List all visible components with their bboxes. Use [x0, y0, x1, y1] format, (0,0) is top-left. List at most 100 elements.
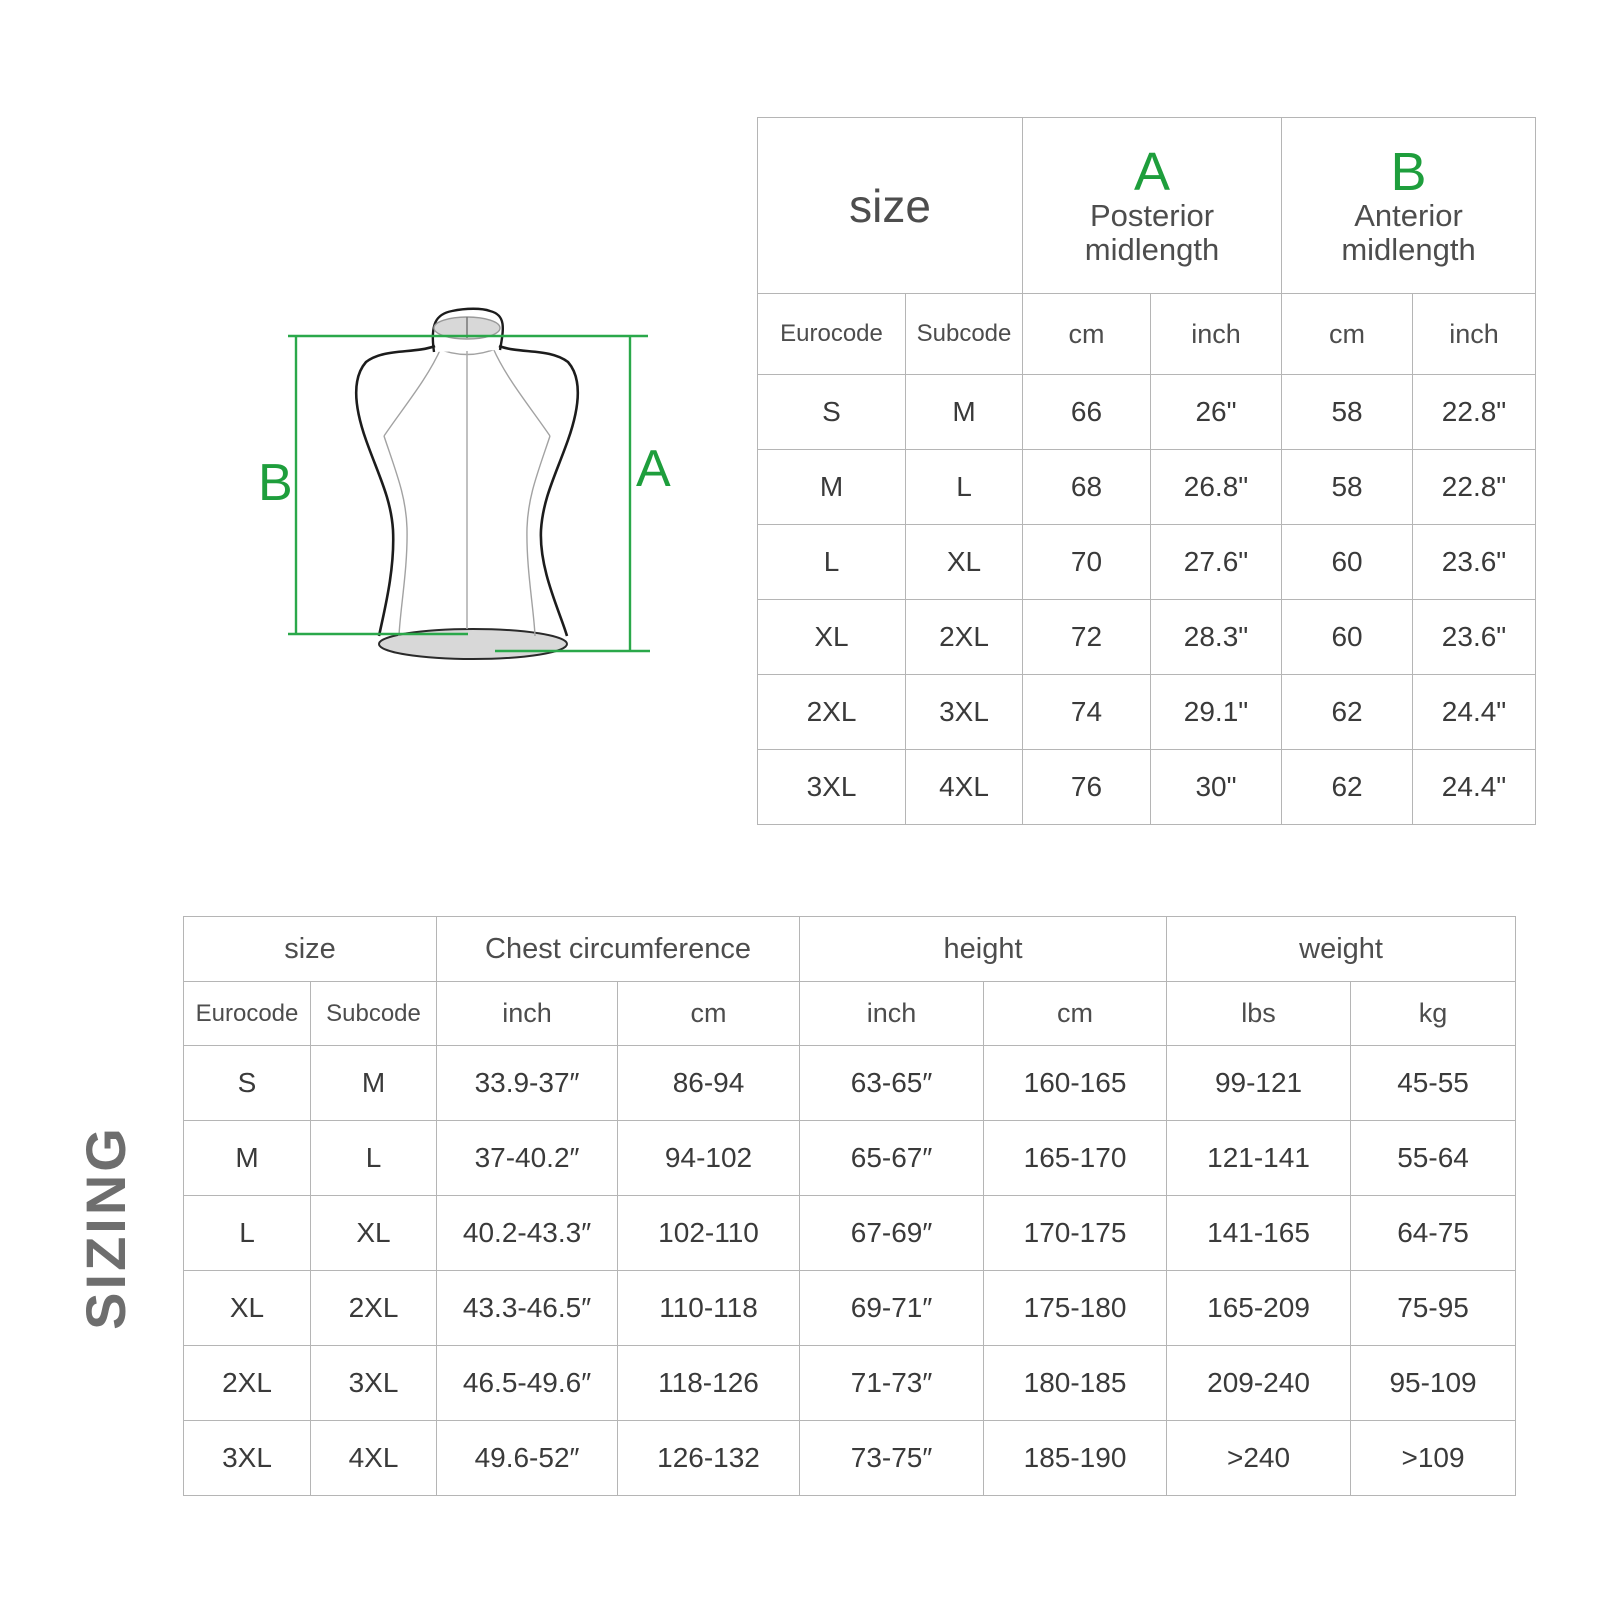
letter-b-label: B — [1390, 142, 1427, 203]
table-cell: 43.3-46.5″ — [436, 1270, 619, 1346]
inch-header: inch — [799, 981, 985, 1046]
table-cell: 76 — [1022, 749, 1151, 825]
table-cell: L — [183, 1195, 311, 1271]
cm-header: cm — [983, 981, 1168, 1046]
table-cell: S — [757, 374, 906, 450]
table-cell: 2XL — [905, 599, 1023, 675]
table-row: 3XL 4XL 76 30" 62 24.4" — [757, 749, 1537, 825]
table-cell: 94-102 — [617, 1120, 801, 1196]
table-cell: 99-121 — [1166, 1045, 1352, 1121]
table-cell: 209-240 — [1166, 1345, 1352, 1421]
table-cell: 40.2-43.3″ — [436, 1195, 619, 1271]
table-cell: 23.6" — [1412, 599, 1537, 675]
cm-header: cm — [1281, 293, 1414, 375]
table-row: XL 2XL 43.3-46.5″ 110-118 69-71″ 175-180… — [183, 1270, 1517, 1346]
table-row: M L 37-40.2″ 94-102 65-67″ 165-170 121-1… — [183, 1120, 1517, 1196]
cm-header: cm — [617, 981, 801, 1046]
anterior-label-line2: midlength — [1341, 231, 1476, 267]
table-cell: 33.9-37″ — [436, 1045, 619, 1121]
sizing-label-text: SIZING — [73, 1124, 137, 1330]
table-cell: 69-71″ — [799, 1270, 985, 1346]
sizing-section-label: SIZING — [15, 1042, 195, 1412]
table-cell: 180-185 — [983, 1345, 1168, 1421]
table-cell: 126-132 — [617, 1420, 801, 1496]
subcode-header: Subcode — [309, 981, 438, 1046]
letter-a-label: A — [1133, 142, 1171, 203]
inch-header: inch — [1149, 293, 1283, 375]
table-cell: 26.8" — [1149, 449, 1283, 525]
measurement-lines — [288, 334, 650, 653]
posterior-label-line1: Posterior — [1089, 198, 1215, 234]
body-measurements-table: size Chest circumference height weight E… — [182, 916, 1517, 1496]
subcode-header: Subcode — [905, 293, 1023, 375]
table-cell: M — [309, 1045, 438, 1121]
table-cell: 141-165 — [1166, 1195, 1352, 1271]
table-subheader-row: Eurocode Subcode inch cm inch cm lbs kg — [183, 981, 1517, 1046]
table-cell: S — [183, 1045, 311, 1121]
table-cell: M — [183, 1120, 311, 1196]
table-cell: 2XL — [183, 1345, 311, 1421]
table-cell: 70 — [1022, 524, 1151, 600]
table-cell: 62 — [1281, 749, 1414, 825]
table-cell: 63-65″ — [799, 1045, 985, 1121]
table-cell: 4XL — [309, 1420, 438, 1496]
table-cell: 110-118 — [617, 1270, 801, 1346]
table-cell: 3XL — [183, 1420, 311, 1496]
table-cell: 74 — [1022, 674, 1151, 750]
table-cell: 73-75″ — [799, 1420, 985, 1496]
table-cell: 165-170 — [983, 1120, 1168, 1196]
table-cell: 102-110 — [617, 1195, 801, 1271]
chest-circumference-header: Chest circumference — [436, 916, 801, 982]
table-cell: 24.4" — [1412, 749, 1537, 825]
table-cell: 65-67″ — [799, 1120, 985, 1196]
table-cell: 4XL — [905, 749, 1023, 825]
table-row: S M 66 26" 58 22.8" — [757, 374, 1537, 450]
table-cell: >240 — [1166, 1420, 1352, 1496]
table-cell: M — [757, 449, 906, 525]
table-cell: 37-40.2″ — [436, 1120, 619, 1196]
anterior-label-line1: Anterior — [1354, 198, 1463, 234]
table-cell: 71-73″ — [799, 1345, 985, 1421]
table-cell: 3XL — [905, 674, 1023, 750]
table-row: S M 33.9-37″ 86-94 63-65″ 160-165 99-121… — [183, 1045, 1517, 1121]
table-cell: 118-126 — [617, 1345, 801, 1421]
posterior-midlength-header: A Posterior midlength — [1021, 117, 1283, 294]
table-header-row: size Chest circumference height weight — [182, 916, 1517, 982]
table-cell: XL — [905, 524, 1023, 600]
table-row: XL 2XL 72 28.3" 60 23.6" — [757, 599, 1537, 675]
table-cell: 46.5-49.6″ — [436, 1345, 619, 1421]
table-cell: 175-180 — [983, 1270, 1168, 1346]
vest-measurement-diagram: B A — [258, 307, 671, 660]
table-cell: 58 — [1281, 449, 1414, 525]
table-cell: 60 — [1281, 599, 1414, 675]
table-row: L XL 70 27.6" 60 23.6" — [757, 524, 1537, 600]
table-cell: 185-190 — [983, 1420, 1168, 1496]
lbs-header: lbs — [1166, 981, 1352, 1046]
posterior-label-line2: midlength — [1084, 231, 1220, 267]
table-cell: 58 — [1281, 374, 1414, 450]
midlength-table: size A Posterior midlength B Anterior mi… — [757, 117, 1537, 825]
table-subheader-row: Eurocode Subcode cm inch cm inch — [757, 293, 1537, 375]
table-cell: L — [309, 1120, 438, 1196]
table-cell: 22.8" — [1412, 374, 1537, 450]
table-row: 3XL 4XL 49.6-52″ 126-132 73-75″ 185-190 … — [183, 1420, 1517, 1496]
table-row: L XL 40.2-43.3″ 102-110 67-69″ 170-175 1… — [183, 1195, 1517, 1271]
table-cell: 29.1" — [1149, 674, 1283, 750]
table-cell: 23.6" — [1412, 524, 1537, 600]
table-cell: 3XL — [309, 1345, 438, 1421]
table-cell: 2XL — [757, 674, 906, 750]
table-cell: 22.8" — [1412, 449, 1537, 525]
table-cell: 55-64 — [1350, 1120, 1517, 1196]
cm-header: cm — [1022, 293, 1151, 375]
weight-header: weight — [1166, 916, 1517, 982]
table-cell: 160-165 — [983, 1045, 1168, 1121]
table-row: 2XL 3XL 74 29.1" 62 24.4" — [757, 674, 1537, 750]
table-cell: XL — [183, 1270, 311, 1346]
table-cell: L — [905, 449, 1023, 525]
table-row: M L 68 26.8" 58 22.8" — [757, 449, 1537, 525]
inch-header: inch — [436, 981, 619, 1046]
kg-header: kg — [1350, 981, 1517, 1046]
height-header: height — [799, 916, 1168, 982]
inch-header: inch — [1412, 293, 1537, 375]
